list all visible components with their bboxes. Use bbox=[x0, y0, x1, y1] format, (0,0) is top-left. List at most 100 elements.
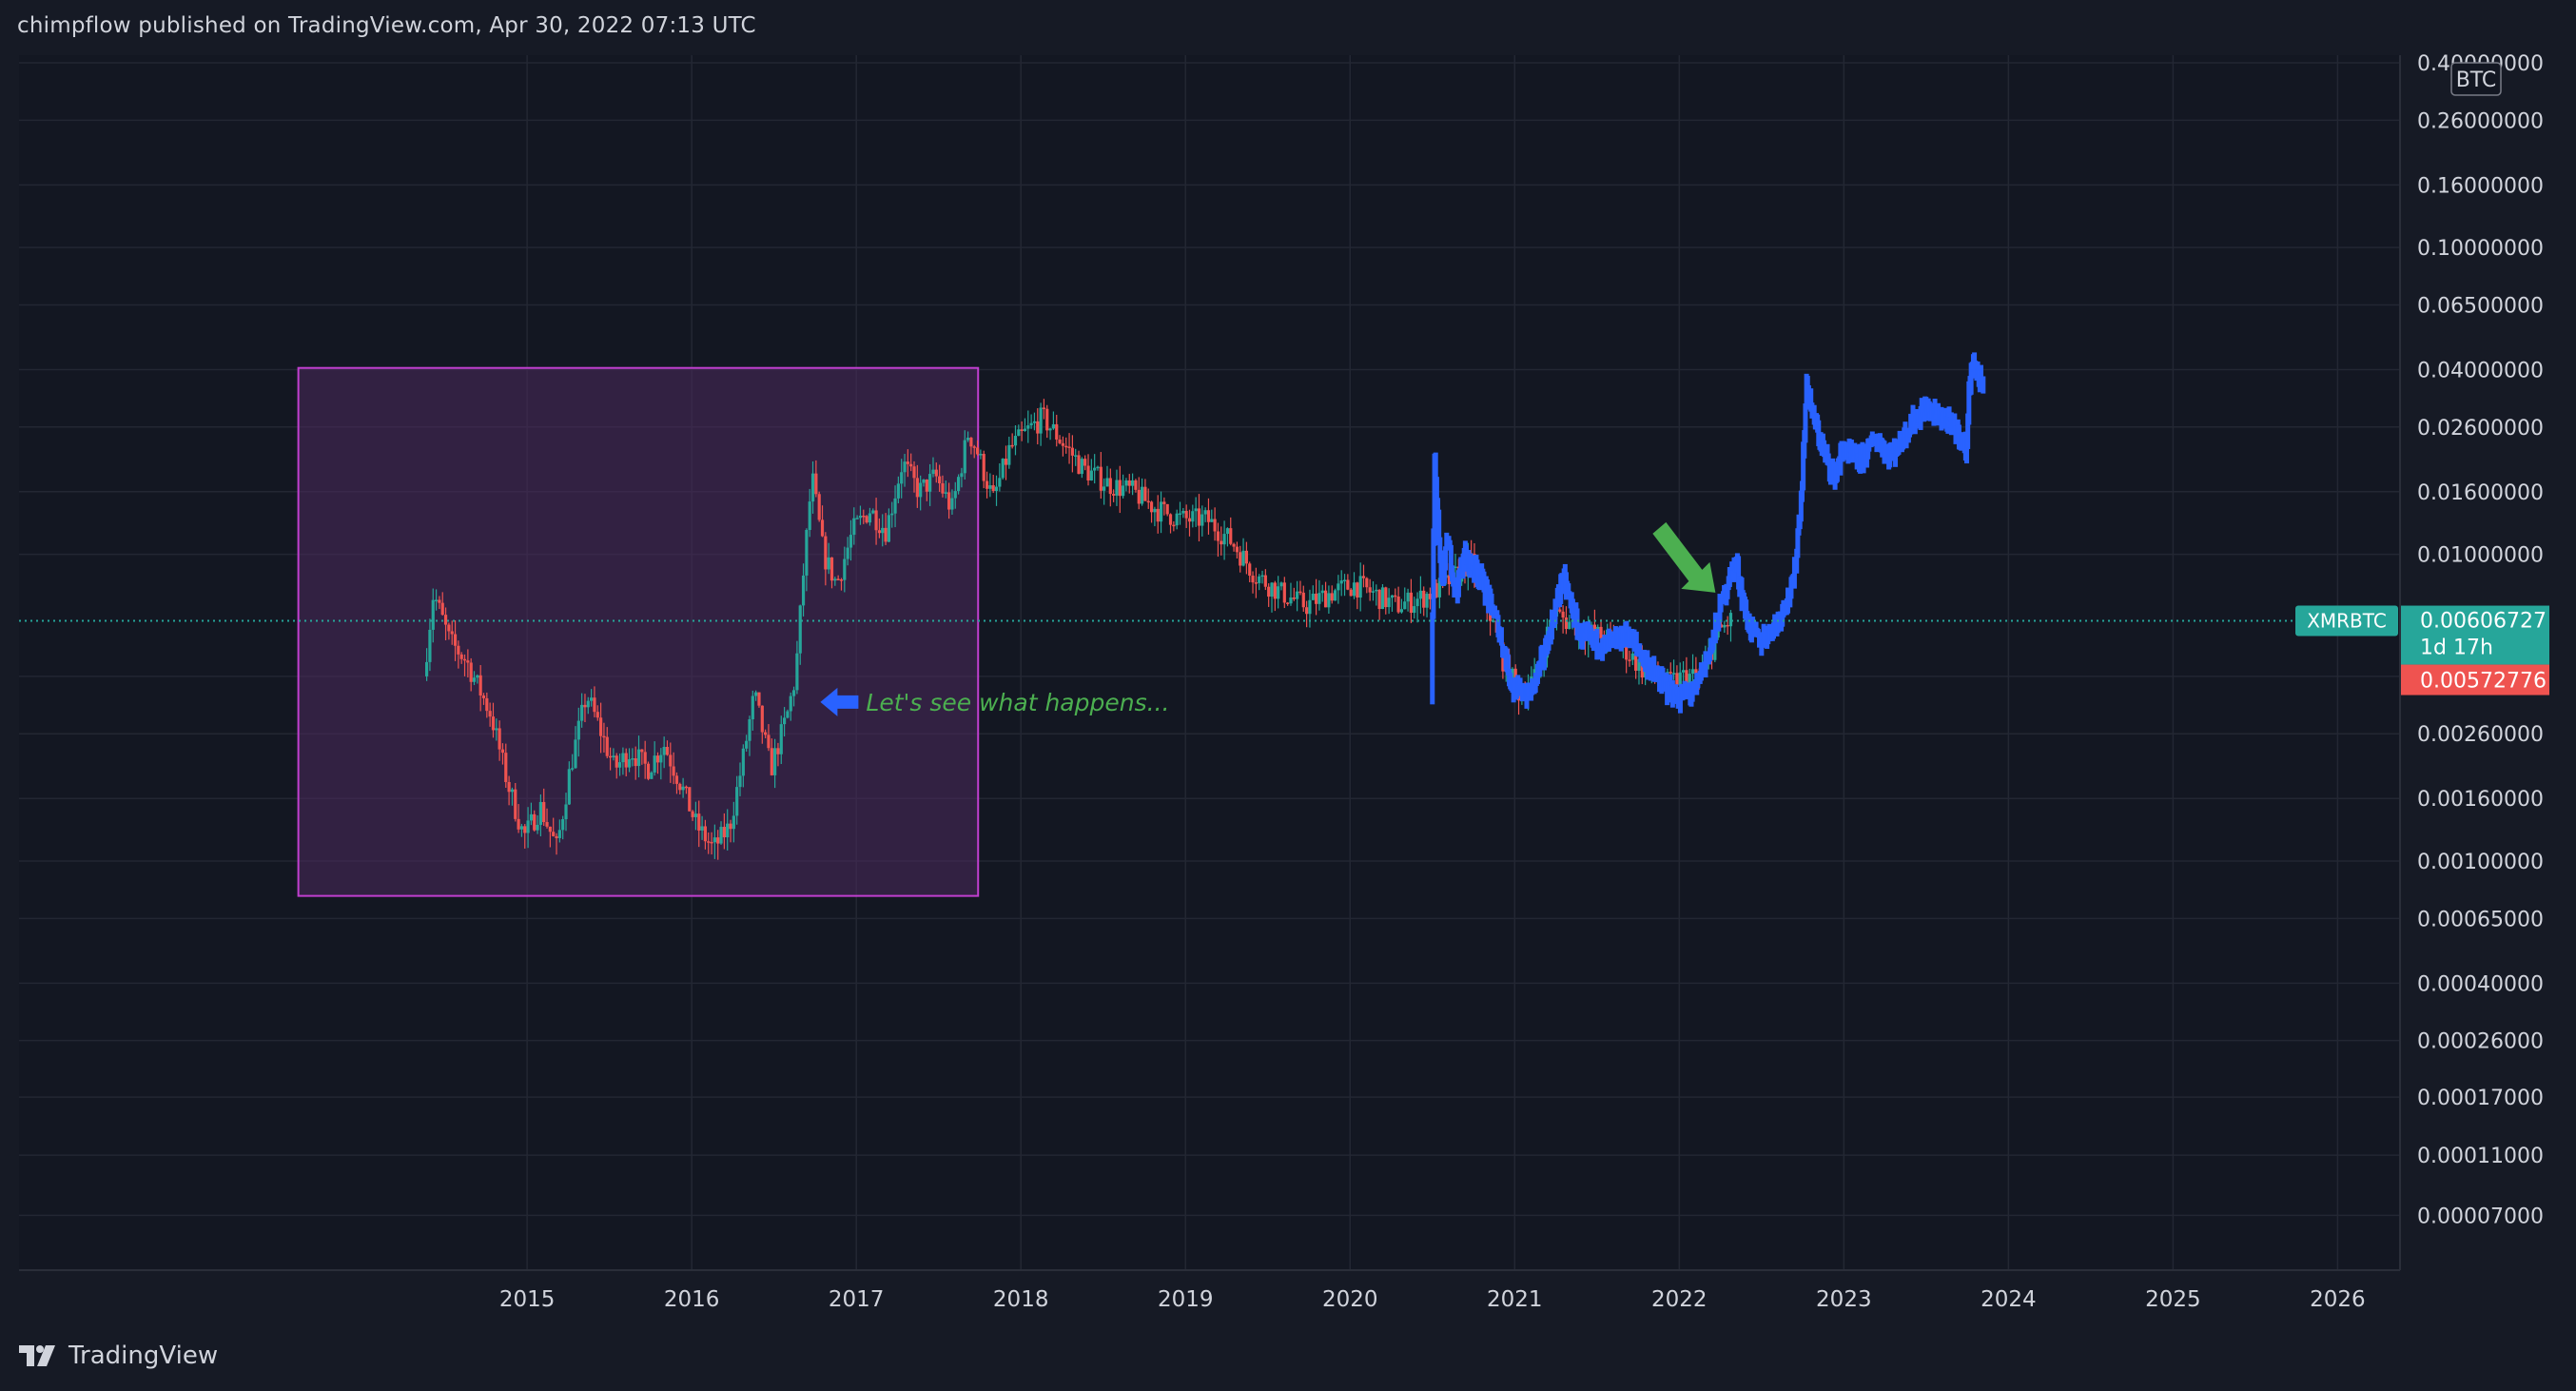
candle-body bbox=[684, 786, 689, 789]
candle-body bbox=[1258, 576, 1261, 583]
candle-body bbox=[1375, 589, 1378, 592]
x-tick-label: 2025 bbox=[2145, 1287, 2201, 1312]
projection-candle bbox=[1441, 558, 1447, 584]
candle-body bbox=[846, 547, 849, 559]
candle-body bbox=[481, 695, 486, 698]
tradingview-logo[interactable]: TradingView bbox=[19, 1342, 218, 1370]
candle-body bbox=[536, 824, 539, 831]
blue-arrow-icon bbox=[820, 687, 859, 716]
candle-body bbox=[979, 454, 983, 456]
candle-body bbox=[1134, 480, 1138, 490]
y-tick-label: 0.16000000 bbox=[2417, 174, 2544, 198]
candle-body bbox=[1181, 510, 1185, 514]
candle-body bbox=[833, 578, 837, 581]
candle-body bbox=[919, 482, 923, 498]
candle-body bbox=[960, 473, 964, 478]
candle-body bbox=[1333, 590, 1337, 601]
candle-body bbox=[893, 498, 897, 514]
candle-body bbox=[827, 557, 830, 570]
countdown-text: 1d 17h bbox=[2420, 637, 2493, 660]
candle-body bbox=[1311, 593, 1315, 600]
candle-body bbox=[890, 513, 894, 516]
y-tick-label: 0.00017000 bbox=[2417, 1087, 2544, 1110]
candle-body bbox=[1210, 519, 1214, 522]
candle-body bbox=[1726, 624, 1729, 627]
candle-body bbox=[590, 697, 594, 701]
candle-body bbox=[700, 826, 704, 831]
candle-body bbox=[722, 827, 726, 838]
candle-body bbox=[776, 748, 780, 754]
candle-body bbox=[495, 728, 498, 731]
candle-body bbox=[688, 787, 692, 812]
candle-body bbox=[593, 697, 596, 713]
projection-candle bbox=[1799, 480, 1805, 502]
candle-body bbox=[1105, 478, 1109, 487]
candle-body bbox=[789, 696, 792, 712]
candle-body bbox=[542, 801, 546, 823]
candle-body bbox=[640, 749, 644, 753]
highlight-box[interactable] bbox=[297, 366, 980, 897]
candle-body bbox=[617, 762, 622, 768]
candle-body bbox=[1413, 606, 1416, 614]
candle-body bbox=[1634, 653, 1638, 671]
candle-body bbox=[1077, 455, 1081, 475]
projection-overlay bbox=[1430, 352, 1986, 714]
candle-body bbox=[1130, 480, 1135, 486]
candle-body bbox=[852, 518, 856, 536]
y-tick-label: 0.00026000 bbox=[2417, 1030, 2544, 1054]
candle-body bbox=[1289, 598, 1293, 604]
candle-body bbox=[424, 661, 429, 676]
candle-body bbox=[665, 747, 670, 755]
candle-body bbox=[745, 740, 749, 749]
candle-body bbox=[431, 599, 435, 630]
candle-body bbox=[1159, 501, 1163, 522]
candle-body bbox=[931, 469, 935, 475]
candle-body bbox=[1409, 592, 1414, 614]
candle-body bbox=[1248, 563, 1252, 577]
candle-body bbox=[608, 755, 613, 758]
projection-candle bbox=[1795, 528, 1801, 558]
highlight-rectangle[interactable] bbox=[297, 366, 980, 897]
candle-body bbox=[621, 753, 625, 763]
candle-body bbox=[754, 692, 758, 696]
candle-body bbox=[991, 485, 995, 492]
candle-body bbox=[1004, 459, 1008, 465]
candle-body bbox=[678, 783, 682, 791]
candle-body bbox=[1320, 590, 1324, 594]
candle-body bbox=[1051, 423, 1056, 429]
candle-body bbox=[1690, 669, 1695, 675]
candle-body bbox=[517, 818, 520, 830]
footer-bar bbox=[0, 1327, 2576, 1391]
time-axis[interactable]: 2015 2016 2017 2018 2019 2020 2021 2022 2023 2024… bbox=[499, 1287, 2366, 1312]
candle-body bbox=[836, 578, 840, 580]
projection-candle bbox=[1725, 586, 1730, 599]
y-tick-label: 0.26000000 bbox=[2417, 109, 2544, 133]
candle-body bbox=[1599, 626, 1603, 638]
candle-body bbox=[548, 826, 552, 833]
candle-body bbox=[808, 501, 811, 531]
candle-body bbox=[1122, 485, 1125, 497]
candle-body bbox=[1225, 528, 1230, 535]
candle-body bbox=[561, 819, 565, 831]
candle-body bbox=[586, 700, 590, 708]
candle-body bbox=[1418, 590, 1422, 599]
price-axis[interactable]: 0.400000000.260000000.160000000.10000000… bbox=[2417, 52, 2544, 1228]
candle-body bbox=[1146, 500, 1150, 503]
tradingview-brand: TradingView bbox=[68, 1342, 219, 1370]
candle-body bbox=[1187, 518, 1192, 522]
candle-body bbox=[1323, 590, 1328, 608]
candle-body bbox=[1045, 408, 1049, 431]
projection-candle bbox=[1744, 599, 1749, 621]
candle-body bbox=[605, 736, 609, 756]
candle-body bbox=[1194, 508, 1198, 512]
candle-body bbox=[1327, 593, 1331, 608]
candle-body bbox=[615, 755, 618, 768]
candle-body bbox=[944, 492, 947, 494]
projection-candle bbox=[1718, 598, 1724, 613]
candle-body bbox=[994, 486, 999, 492]
candle-body bbox=[786, 711, 790, 718]
candle-body bbox=[1206, 510, 1211, 522]
projection-candle bbox=[1981, 376, 1986, 394]
candle-body bbox=[896, 483, 900, 499]
